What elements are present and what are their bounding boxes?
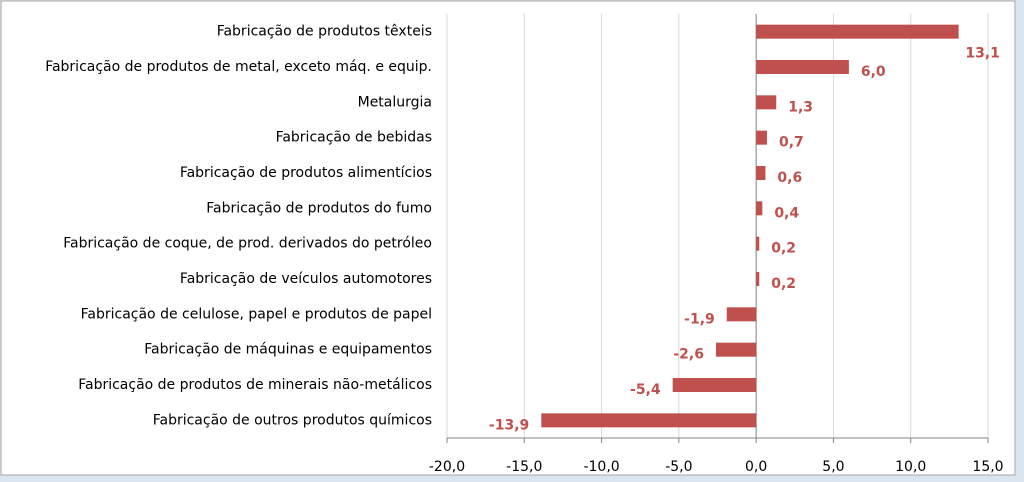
y-tick-label: Fabricação de bebidas (276, 130, 432, 146)
data-label: -5,4 (630, 382, 661, 398)
data-label: 1,3 (788, 99, 813, 115)
data-label: 0,7 (779, 135, 804, 151)
bar (756, 201, 763, 216)
bar (756, 24, 959, 39)
y-tick-label: Fabricação de produtos do fumo (206, 200, 432, 216)
y-tick-label: Fabricação de produtos de metal, exceto … (45, 59, 432, 75)
chart-area (0, 0, 1016, 476)
x-tick-label: 5,0 (822, 459, 844, 475)
x-tick-label: 10,0 (895, 459, 926, 475)
bar (726, 307, 757, 322)
data-label: 0,6 (777, 170, 802, 186)
x-tick-label: -15,0 (506, 459, 542, 475)
x-tick-label: -20,0 (429, 459, 465, 475)
bar (672, 378, 757, 392)
y-tick-label: Fabricação de coque, de prod. derivados … (63, 236, 432, 252)
y-tick-label: Fabricação de celulose, papel e produtos… (81, 306, 432, 322)
data-label: -1,9 (684, 311, 715, 327)
data-label: 6,0 (861, 64, 886, 80)
data-label: -2,6 (673, 347, 704, 363)
bar (756, 60, 849, 74)
data-label: 13,1 (965, 46, 1000, 62)
bar (756, 95, 777, 110)
data-label: 0,4 (774, 205, 799, 221)
bar (541, 413, 757, 428)
data-label: -13,9 (489, 417, 529, 433)
x-tick-label: 0,0 (745, 459, 767, 475)
bar (756, 166, 766, 180)
y-tick-label: Metalurgia (358, 94, 432, 110)
y-tick-label: Fabricação de veículos automotores (180, 271, 432, 287)
bar (756, 236, 760, 251)
x-tick-label: 15,0 (972, 459, 1003, 475)
y-tick-label: Fabricação de produtos de minerais não-m… (78, 377, 432, 393)
bar (756, 130, 767, 145)
y-tick-label: Fabricação de produtos alimentícios (180, 165, 432, 181)
y-tick-label: Fabricação de outros produtos químicos (153, 412, 432, 428)
y-tick-label: Fabricação de produtos têxteis (217, 24, 432, 40)
x-tick-label: -10,0 (583, 459, 619, 475)
data-label: 0,2 (771, 241, 796, 257)
y-tick-label: Fabricação de máquinas e equipamentos (144, 342, 432, 358)
bar (756, 272, 760, 286)
data-label: 0,2 (771, 276, 796, 292)
x-tick-label: -5,0 (665, 459, 692, 475)
bar (715, 342, 757, 357)
